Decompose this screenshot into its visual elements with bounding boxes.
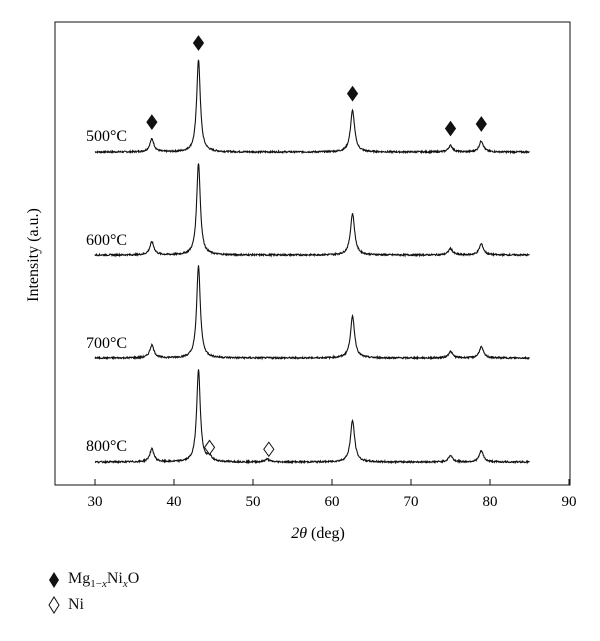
filled-diamond-marker: [192, 35, 205, 51]
trace-labels: 500°C 600°C 700°C 800°C: [86, 128, 127, 455]
trace-label: 800°C: [86, 438, 127, 455]
legend-item-ni: Ni: [48, 596, 84, 614]
open-diamond-icon: [48, 596, 60, 614]
x-axis-label: 2θ (deg): [291, 525, 345, 542]
x-tick-label: 90: [562, 494, 577, 510]
open-diamond-marker: [203, 439, 216, 456]
filled-diamond-marker: [475, 116, 487, 132]
trace-500°C: [94, 59, 530, 155]
filled-diamond-marker: [444, 120, 457, 137]
x-tick-label: 60: [325, 494, 340, 510]
legend-label-ni: Ni: [68, 596, 84, 613]
trace-label: 600°C: [86, 232, 127, 249]
trace-700°C: [94, 265, 530, 361]
filled-diamond-icon: [49, 572, 59, 589]
x-tick-label: 50: [246, 494, 261, 510]
x-tick-label: 80: [483, 494, 498, 510]
x-tick-label: 40: [167, 494, 182, 510]
legend-label-mgnio: Mg1−xNixO: [68, 570, 140, 591]
filled-diamond-marker: [346, 85, 359, 102]
x-tick-label: 30: [88, 494, 103, 510]
x-axis-ticks: 30 40 50 60 70 80 90: [88, 479, 577, 510]
filled-diamond-marker: [146, 114, 158, 130]
trace-600°C: [94, 163, 530, 258]
trace-label: 500°C: [86, 128, 127, 145]
traces: [94, 59, 530, 465]
x-tick-label: 70: [404, 494, 419, 510]
trace-800°C: [94, 369, 530, 465]
phase-markers: [146, 35, 487, 458]
plot-frame: [54, 21, 571, 486]
open-diamond-marker: [263, 441, 275, 458]
y-axis-label: Intensity (a.u.): [25, 208, 42, 302]
trace-label: 700°C: [86, 335, 127, 352]
legend-item-mgnio: Mg1−xNixO: [48, 570, 139, 590]
